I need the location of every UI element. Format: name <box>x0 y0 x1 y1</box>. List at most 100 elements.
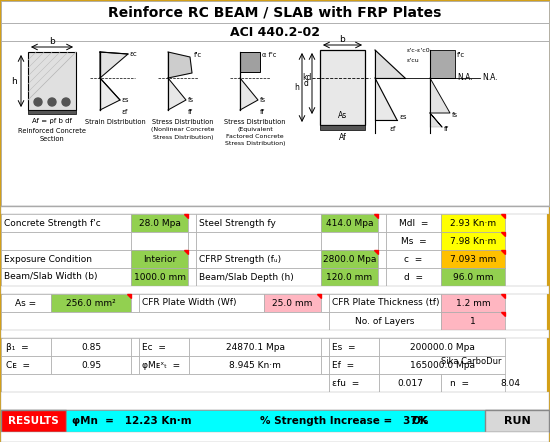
Polygon shape <box>184 214 188 218</box>
Text: % Strength Increase =   37%: % Strength Increase = 37% <box>260 416 428 426</box>
Circle shape <box>62 98 70 106</box>
Text: 256.0 mm²: 256.0 mm² <box>66 298 116 308</box>
Polygon shape <box>168 78 186 110</box>
Polygon shape <box>430 78 450 113</box>
Text: RUN: RUN <box>504 416 530 426</box>
Bar <box>378 232 386 250</box>
Bar <box>430 50 455 78</box>
Bar <box>1 41 549 206</box>
Bar <box>321 356 329 374</box>
Text: b: b <box>340 34 345 43</box>
Text: ACI 440.2-02: ACI 440.2-02 <box>230 26 320 38</box>
Text: kd: kd <box>302 73 311 83</box>
Bar <box>189 338 321 356</box>
Text: Strain Distribution: Strain Distribution <box>85 119 145 125</box>
Bar <box>131 232 188 250</box>
Text: 28.0 Mpa: 28.0 Mpa <box>139 218 180 228</box>
Text: εf: εf <box>122 109 128 115</box>
Text: N.A.: N.A. <box>482 73 498 83</box>
Bar <box>378 214 386 232</box>
Bar <box>321 214 378 232</box>
Text: 24870.1 Mpa: 24870.1 Mpa <box>226 343 284 351</box>
Text: εc: εc <box>130 51 138 57</box>
Text: Reinforced Concrete: Reinforced Concrete <box>18 128 86 134</box>
Text: 7.093 mm: 7.093 mm <box>450 255 496 263</box>
Bar <box>188 268 196 286</box>
Text: Ef  =: Ef = <box>332 361 354 370</box>
Text: εfu  =: εfu = <box>332 378 359 388</box>
Bar <box>188 232 196 250</box>
Bar <box>1 286 549 294</box>
Bar <box>378 268 386 286</box>
Polygon shape <box>501 214 505 218</box>
Bar <box>264 294 321 312</box>
Text: εs: εs <box>122 97 129 103</box>
Bar <box>139 294 264 312</box>
Bar <box>386 232 441 250</box>
Bar <box>131 338 139 356</box>
Text: ε'cu: ε'cu <box>407 57 420 62</box>
Bar <box>196 250 321 268</box>
Text: 1: 1 <box>470 316 476 325</box>
Polygon shape <box>501 250 505 254</box>
Bar <box>1 206 549 214</box>
Text: φMᴇˣₜ  =: φMᴇˣₜ = <box>142 361 180 370</box>
Text: ff: ff <box>260 109 265 115</box>
Text: Af = ρf b df: Af = ρf b df <box>32 118 72 124</box>
Text: ff: ff <box>444 126 449 132</box>
Text: CFR Plate Thickness (tf): CFR Plate Thickness (tf) <box>332 298 439 308</box>
Text: Beam/Slab Depth (h): Beam/Slab Depth (h) <box>199 273 294 282</box>
Bar <box>1 374 329 392</box>
Text: h: h <box>11 76 17 85</box>
Bar <box>1 250 131 268</box>
Bar <box>188 250 196 268</box>
Polygon shape <box>430 113 442 127</box>
Text: As =: As = <box>15 298 36 308</box>
Text: 7.98 Kn·m: 7.98 Kn·m <box>450 236 496 245</box>
Text: 414.0 Mpa: 414.0 Mpa <box>326 218 373 228</box>
Bar <box>51 338 131 356</box>
Text: d  =: d = <box>404 273 423 282</box>
Text: b: b <box>49 38 55 46</box>
Polygon shape <box>240 78 258 110</box>
Bar <box>1 214 131 232</box>
Bar <box>320 50 365 125</box>
Bar <box>379 338 505 356</box>
Bar <box>1 232 131 250</box>
Polygon shape <box>375 78 397 120</box>
Bar <box>189 356 321 374</box>
Polygon shape <box>184 250 188 254</box>
Text: 25.0 mm: 25.0 mm <box>272 298 313 308</box>
Bar <box>188 214 196 232</box>
Bar <box>321 232 378 250</box>
Text: Af: Af <box>339 133 346 141</box>
Bar <box>378 250 386 268</box>
Bar <box>441 294 505 312</box>
Text: N.A.: N.A. <box>457 73 472 83</box>
Text: Stress Distribution): Stress Distribution) <box>153 134 213 140</box>
Text: Concrete Strength f'c: Concrete Strength f'c <box>4 218 101 228</box>
Bar <box>240 52 260 72</box>
Bar <box>196 214 321 232</box>
Polygon shape <box>501 294 505 298</box>
Bar <box>1 356 51 374</box>
Bar <box>196 268 321 286</box>
Text: n  =: n = <box>450 378 469 388</box>
Bar <box>441 268 505 286</box>
Circle shape <box>34 98 42 106</box>
Bar <box>441 250 505 268</box>
Bar <box>1 1 549 23</box>
Text: d: d <box>304 79 309 88</box>
Text: Section: Section <box>40 136 64 142</box>
Text: fs: fs <box>188 97 194 103</box>
Text: fs: fs <box>452 112 458 118</box>
Bar <box>1 392 549 410</box>
Polygon shape <box>501 312 505 316</box>
Bar <box>321 268 378 286</box>
Text: Beam/Slab Width (b): Beam/Slab Width (b) <box>4 273 97 282</box>
Text: εs: εs <box>399 114 406 120</box>
Bar <box>1 410 549 432</box>
Text: Factored Concrete: Factored Concrete <box>226 134 284 140</box>
Text: fs: fs <box>260 97 266 103</box>
Bar <box>386 214 441 232</box>
